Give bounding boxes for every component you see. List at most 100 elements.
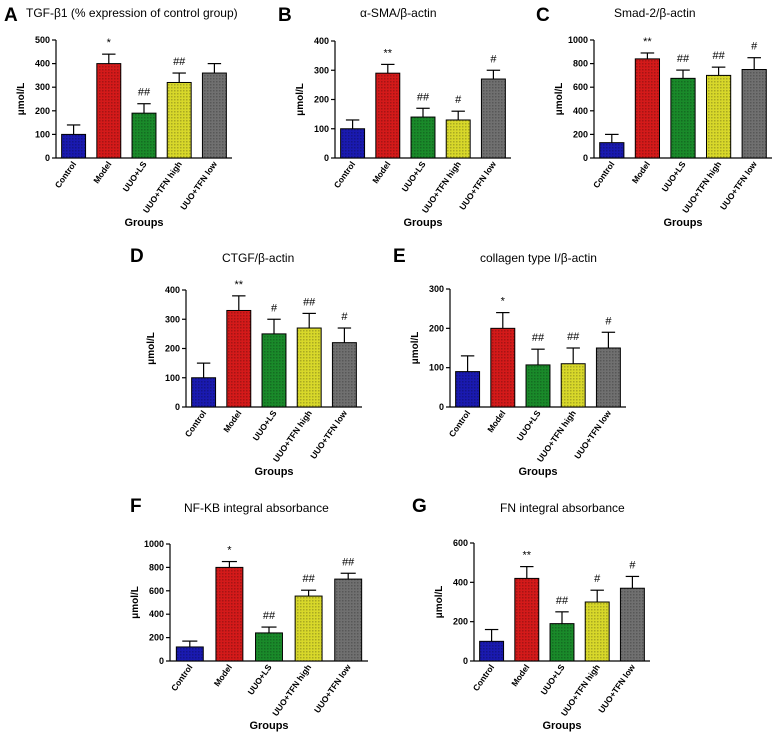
bar-model [490, 327, 516, 408]
significance-marker: ** [643, 36, 652, 48]
y-axis-label: μmol/L [16, 83, 27, 116]
bar-uuo-tfn-low [619, 587, 645, 662]
x-category-label: UUO+TFN low [178, 159, 219, 212]
bar-uuo-ls [549, 623, 575, 662]
bar-uuo-tfn-low [741, 69, 767, 159]
bar-control [191, 377, 217, 408]
significance-marker: ## [342, 556, 355, 568]
significance-marker: ** [235, 279, 244, 291]
chart-panel-a: A TGF-β1 (% expression of control group) 0… [4, 5, 238, 229]
x-category-label: Model [212, 662, 234, 688]
x-category-label: Control [447, 408, 473, 438]
y-tick-label: 200 [314, 95, 329, 105]
chart-panel-f: F NF-KB integral absorbance 0 200 400 600 800 1… [130, 496, 368, 732]
x-category-label: Control [53, 159, 79, 189]
x-category-label: UUO+TFN high [270, 662, 313, 717]
bar-uuo-tfn-low [334, 578, 363, 662]
panel-title: CTGF/β-actin [222, 251, 294, 265]
x-category-label: Control [332, 159, 358, 189]
chart-panel-d: D CTGF/β-actin 0 100 200 300 400 μmol/L Control *… [130, 246, 362, 478]
significance-marker: ## [712, 50, 725, 62]
bar-control [479, 640, 505, 662]
bar-uuo-tfn-high [294, 595, 323, 662]
x-axis-label: Groups [518, 466, 557, 478]
y-tick-label: 0 [159, 656, 164, 666]
x-category-label: UUO+TFN low [308, 408, 349, 461]
x-category-label: UUO+TFN high [680, 159, 723, 214]
y-tick-label: 100 [314, 124, 329, 134]
bar-uuo-tfn-high [166, 81, 192, 159]
bar-control [455, 371, 481, 408]
panel-letter: F [130, 496, 142, 517]
panel-title: α-SMA/β-actin [360, 6, 437, 20]
y-tick-label: 400 [165, 285, 180, 295]
x-axis-label: Groups [254, 466, 293, 478]
y-tick-label: 400 [453, 577, 468, 587]
x-category-label: UUO+TFN low [572, 408, 613, 461]
significance-marker: # [629, 559, 636, 571]
significance-marker: ** [384, 47, 393, 59]
x-category-label: Control [169, 662, 195, 692]
significance-marker: ## [532, 332, 545, 344]
bar-uuo-ls [525, 364, 551, 408]
y-tick-label: 0 [175, 402, 180, 412]
x-category-label: Model [221, 408, 243, 434]
significance-marker: ## [263, 610, 276, 622]
y-tick-label: 0 [324, 153, 329, 163]
panel-letter: B [278, 5, 292, 26]
y-tick-label: 400 [149, 609, 164, 619]
bar-uuo-tfn-high [705, 74, 732, 159]
y-tick-label: 300 [429, 284, 444, 294]
bar-model [514, 577, 540, 662]
bar-uuo-tfn-low [331, 342, 357, 408]
bar-uuo-tfn-high [445, 119, 471, 159]
significance-marker: ## [567, 331, 580, 343]
y-tick-label: 1000 [568, 35, 588, 45]
x-category-label: UUO+LS [400, 159, 428, 193]
y-axis-label: μmol/L [434, 586, 445, 619]
significance-marker: * [107, 37, 112, 49]
chart-panel-g: G FN integral absorbance 0 200 400 600 μmol/L C… [412, 496, 650, 732]
panel-letter: A [4, 5, 18, 26]
x-category-label: UUO+LS [246, 662, 274, 696]
x-category-label: Model [509, 662, 531, 688]
bar-control [175, 646, 204, 662]
x-category-label: Model [91, 159, 113, 185]
panel-letter: G [412, 496, 427, 517]
significance-marker: ## [302, 573, 315, 585]
y-tick-label: 100 [429, 363, 444, 373]
significance-marker: # [605, 315, 612, 327]
y-tick-label: 0 [45, 153, 50, 163]
significance-marker: # [594, 573, 601, 585]
bar-uuo-ls [255, 632, 283, 662]
significance-marker: # [341, 311, 348, 323]
x-axis-label: Groups [124, 217, 163, 229]
bar-uuo-ls [261, 333, 287, 408]
y-axis-label: μmol/L [410, 332, 421, 365]
y-tick-label: 200 [453, 617, 468, 627]
bar-uuo-ls [670, 77, 696, 159]
bar-uuo-tfn-high [560, 363, 586, 408]
x-category-label: UUO+TFN low [457, 159, 498, 212]
y-tick-label: 100 [35, 129, 50, 139]
bar-uuo-tfn-low [595, 347, 621, 408]
y-tick-label: 800 [573, 59, 588, 69]
x-category-label: Control [591, 159, 617, 189]
x-category-label: Control [471, 662, 497, 692]
panel-title: Smad-2/β-actin [614, 6, 696, 20]
x-axis-label: Groups [663, 217, 702, 229]
panel-letter: E [393, 246, 406, 267]
x-category-label: Model [485, 408, 507, 434]
y-tick-label: 1000 [144, 539, 164, 549]
x-category-label: UUO+TFN low [718, 159, 759, 212]
y-tick-label: 0 [439, 402, 444, 412]
significance-marker: ## [138, 87, 151, 99]
bar-model [96, 63, 122, 159]
significance-marker: * [501, 296, 506, 308]
bar-uuo-tfn-high [296, 327, 322, 408]
y-tick-label: 600 [453, 538, 468, 548]
x-category-label: Model [630, 159, 652, 185]
x-axis-label: Groups [249, 720, 288, 732]
bar-model [226, 309, 252, 408]
